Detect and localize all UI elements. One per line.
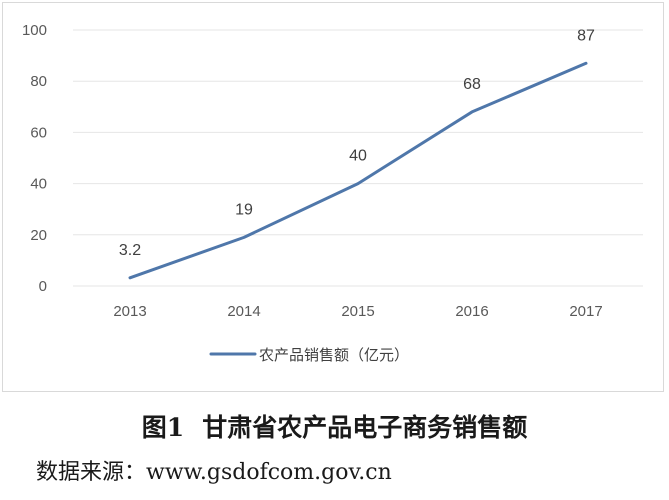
x-tick-label: 2015 xyxy=(341,303,374,320)
data-label: 3.2 xyxy=(119,242,141,259)
figure-caption: 图1 甘肃省农产品电子商务销售额 xyxy=(0,408,669,444)
y-tick-label: 100 xyxy=(22,22,47,39)
series-line xyxy=(128,61,588,280)
x-tick-label: 2016 xyxy=(455,303,488,320)
y-tick-label: 80 xyxy=(30,73,47,90)
data-label: 68 xyxy=(463,76,481,93)
y-tick-label: 20 xyxy=(30,227,47,244)
x-tick-label: 2017 xyxy=(569,303,602,320)
y-tick-label: 60 xyxy=(30,124,47,141)
figure-title: 甘肃省农产品电子商务销售额 xyxy=(202,413,528,442)
x-tick-label: 2014 xyxy=(227,303,260,320)
figure-number: 图1 xyxy=(141,413,185,442)
data-label: 40 xyxy=(349,148,367,165)
y-tick-label: 40 xyxy=(30,176,47,193)
y-tick-label: 0 xyxy=(39,278,47,295)
data-label: 87 xyxy=(577,27,595,44)
data-source: 数据来源：www.gsdofcom.gov.cn xyxy=(36,460,392,485)
data-label: 19 xyxy=(235,201,253,218)
x-tick-label: 2013 xyxy=(113,303,146,320)
chart-frame: 0 20 40 60 80 100 2013 2014 2015 2016 2017 3.2 19 40 6… xyxy=(2,2,664,392)
legend-label: 农产品销售额（亿元） xyxy=(259,347,409,364)
line-chart: 0 20 40 60 80 100 2013 2014 2015 2016 2017 3.2 19 40 6… xyxy=(22,22,643,364)
